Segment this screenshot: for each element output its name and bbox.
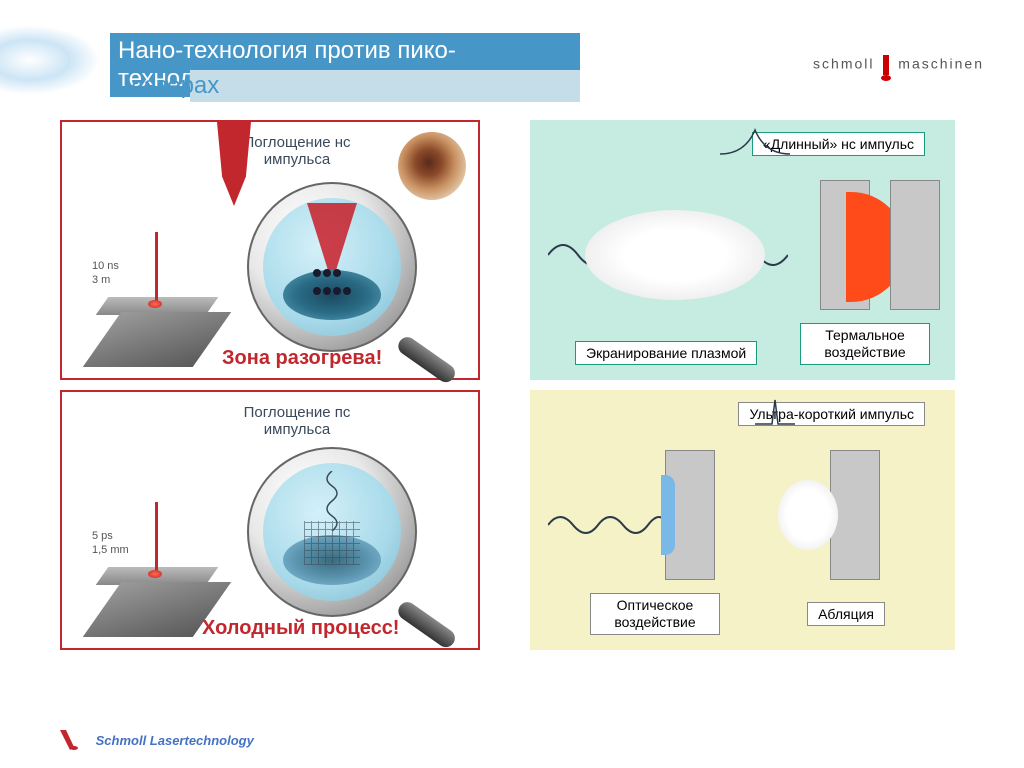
ns-laser-beam-icon xyxy=(217,122,251,206)
panel-long-pulse: «Длинный» нс импульс Экранирование плазм… xyxy=(530,120,955,380)
magnifier-handle-icon xyxy=(395,334,459,386)
thin-beam-icon xyxy=(155,232,158,302)
ablation-spot-icon xyxy=(148,300,162,308)
logo-right: maschinen xyxy=(898,56,984,72)
ns-distance-label: 3 m xyxy=(92,274,110,286)
footer-beam-icon xyxy=(60,730,86,753)
thin-beam-icon-ps xyxy=(155,502,158,572)
magnifier-handle-icon-ps xyxy=(395,599,459,651)
panel-short-pulse: Ультра-короткий импульс Оптическое возде… xyxy=(530,390,955,650)
gaussian-pulse-icon xyxy=(720,126,790,158)
target-block-back-icon xyxy=(890,180,940,310)
slide-header: Нано-технология против пико-технологии в… xyxy=(0,25,650,95)
ablation-spot-icon-ps xyxy=(148,570,162,578)
ablation-label: Абляция xyxy=(807,602,885,626)
thermal-effect-box: Термальное воздействие xyxy=(800,323,930,365)
substrate-icon xyxy=(83,312,232,367)
crater-sample-icon xyxy=(398,132,466,200)
slide-subtitle: в лазерах xyxy=(110,70,580,102)
optical-zone-icon xyxy=(661,475,675,555)
optical-effect-box: Оптическое воздействие xyxy=(590,593,720,635)
ps-distance-label: 1,5 mm xyxy=(92,544,129,556)
lattice-icon xyxy=(304,521,360,565)
header-burst-graphic xyxy=(0,25,100,95)
company-logo: schmoll maschinen xyxy=(813,55,984,75)
plasma-shield-box: Экранирование плазмой xyxy=(575,341,757,365)
plasma-shield-label: Экранирование плазмой xyxy=(575,341,757,365)
ablation-plume-icon xyxy=(778,480,838,550)
particles-icon xyxy=(312,264,352,300)
magnifier-lens xyxy=(263,198,401,336)
footer: Schmoll Lasertechnology xyxy=(60,730,254,753)
optical-effect-label: Оптическое воздействие xyxy=(590,593,720,635)
ablation-box: Абляция xyxy=(807,602,885,626)
ns-duration-label: 10 ns xyxy=(92,260,119,272)
ps-result-label: Холодный процесс! xyxy=(202,617,399,640)
ps-duration-label: 5 ps xyxy=(92,530,113,542)
ps-absorption-label: Поглощение пс импульса xyxy=(212,404,382,438)
thermal-effect-label: Термальное воздействие xyxy=(800,323,930,365)
magnifier-icon xyxy=(247,182,417,352)
footer-text: Schmoll Lasertechnology xyxy=(96,733,254,748)
panel-ps-absorption: Поглощение пс импульса 5 ps 1,5 mm Холод… xyxy=(60,390,480,650)
plasma-cloud-icon xyxy=(585,210,765,300)
ns-result-label: Зона разогрева! xyxy=(222,347,382,370)
logo-left: schmoll xyxy=(813,56,874,72)
panel-ns-absorption: Поглощение нс импульса 10 ns 3 m Зона ра… xyxy=(60,120,480,380)
magnifier-lens-ps xyxy=(263,463,401,601)
magnifier-icon-ps xyxy=(247,447,417,617)
logo-mark-icon xyxy=(883,55,889,75)
delta-pulse-icon xyxy=(755,398,795,426)
incoming-wave-short-icon xyxy=(548,505,668,545)
